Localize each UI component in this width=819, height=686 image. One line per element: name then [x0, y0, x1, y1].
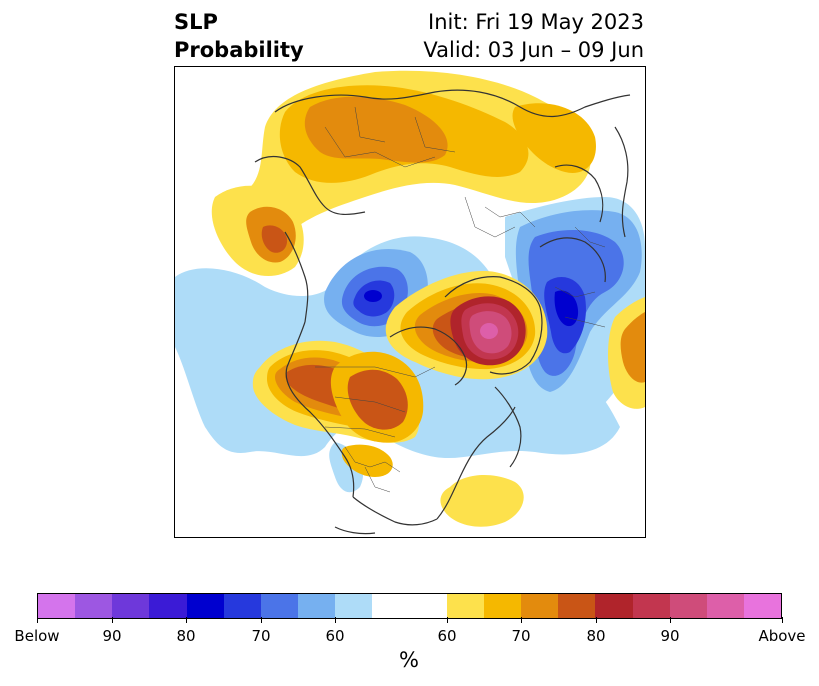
colorbar-segment-6: [260, 594, 299, 618]
map-title-left: SLP Probability: [174, 8, 304, 64]
colorbar-tick-label: Below: [14, 627, 60, 645]
colorbar-tick-label: 70: [251, 627, 271, 645]
colorbar-tick-mark: [782, 617, 783, 623]
colorbar-tick-label: 60: [437, 627, 457, 645]
colorbar-segment-14: [558, 594, 596, 618]
colorbar-segment-3: [149, 594, 187, 618]
colorbar-tick-label: 80: [586, 627, 606, 645]
colorbar-tick-label: 90: [102, 627, 122, 645]
anomaly-above-greenland-core: [480, 323, 498, 339]
colorbar-tick-label: 70: [511, 627, 531, 645]
anomaly-below-core-east: [554, 290, 579, 327]
colorbar-segment-17: [669, 594, 707, 618]
colorbar-tick-mark: [447, 617, 448, 623]
colorbar-segment-13: [521, 594, 559, 618]
map-title-right: Init: Fri 19 May 2023 Valid: 03 Jun – 09…: [423, 8, 644, 64]
title-variable: SLP: [174, 10, 218, 34]
colorbar-segment-15: [595, 594, 633, 618]
anomaly-above-useast: [440, 475, 524, 527]
colorbar-tick-mark: [596, 617, 597, 623]
colorbar-tick-mark: [521, 617, 522, 623]
colorbar-segment-19: [743, 594, 782, 618]
political-borders: [315, 106, 606, 493]
colorbar-tick-mark: [670, 617, 671, 623]
valid-range: Valid: 03 Jun – 09 Jun: [423, 38, 644, 62]
colorbar-segment-18: [706, 594, 744, 618]
colorbar-segment-0: [38, 594, 76, 618]
colorbar-segment-2: [112, 594, 150, 618]
colorbar: [37, 593, 782, 619]
colorbar-segment-4: [186, 594, 224, 618]
colorbar-units: %: [399, 648, 419, 672]
anomaly-above-west-core: [261, 225, 288, 253]
anomaly-above-canada-core: [347, 369, 408, 430]
colorbar-segment-1: [75, 594, 113, 618]
colorbar-segment-7: [298, 594, 336, 618]
colorbar-segment-10: [409, 594, 447, 618]
init-date: Init: Fri 19 May 2023: [428, 10, 644, 34]
colorbar-segment-9: [372, 594, 410, 618]
colorbar-tick-label: 80: [176, 627, 196, 645]
anomaly-above-northeast: [512, 103, 596, 173]
coastlines: [254, 89, 631, 535]
anomaly-above-mexico: [341, 444, 393, 477]
colorbar-segment-5: [223, 594, 261, 618]
anomaly-above-europe-orange: [620, 312, 645, 383]
map-canvas: [175, 70, 645, 535]
colorbar-tick-mark: [112, 617, 113, 623]
probability-map: [174, 66, 646, 538]
colorbar-segment-11: [446, 594, 484, 618]
colorbar-segment-8: [335, 594, 373, 618]
anomaly-above-north-orange: [304, 96, 448, 163]
colorbar-segment-16: [632, 594, 670, 618]
colorbar-tick-mark: [186, 617, 187, 623]
colorbar-tick-label: 90: [660, 627, 680, 645]
colorbar-tick-mark: [37, 617, 38, 623]
colorbar-tick-label: Above: [758, 627, 806, 645]
colorbar-tick-mark: [335, 617, 336, 623]
title-field: Probability: [174, 38, 304, 62]
colorbar-segment-12: [483, 594, 522, 618]
colorbar-tick-mark: [261, 617, 262, 623]
colorbar-tick-label: 60: [325, 627, 345, 645]
anomaly-below-core-west: [364, 290, 382, 302]
